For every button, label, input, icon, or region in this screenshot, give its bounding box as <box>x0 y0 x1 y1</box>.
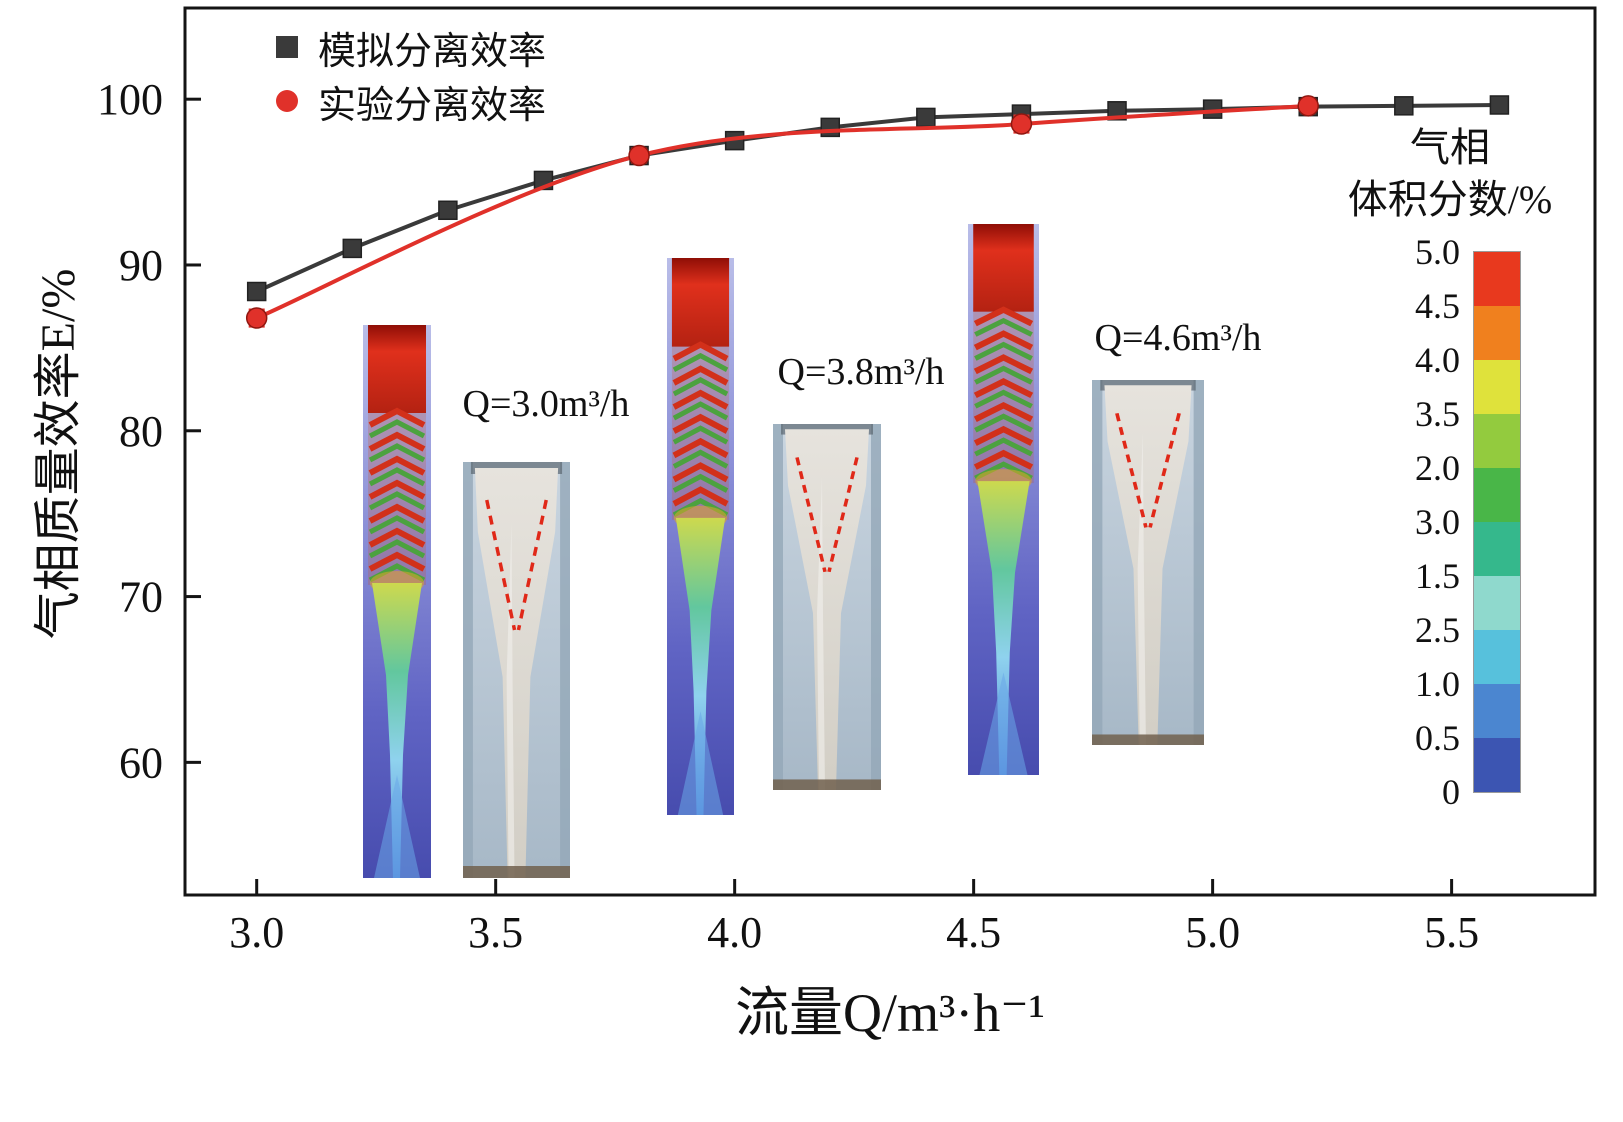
legend-label-experimental: 实验分离效率 <box>318 84 547 127</box>
legend-label-simulated: 模拟分离效率 <box>318 30 547 73</box>
x-tick-label: 5.5 <box>1424 908 1479 957</box>
circle-marker-icon <box>276 90 298 112</box>
colorbar-segment <box>1474 684 1520 738</box>
colorbar-tick-label: 0.5 <box>1415 718 1460 758</box>
cfd-simulation-inset-q4.6 <box>968 224 1039 775</box>
experimental-data-point <box>245 307 268 329</box>
colorbar-tick-label: 1.5 <box>1415 556 1460 596</box>
y-tick-label: 60 <box>119 738 163 787</box>
simulated-data-point <box>342 238 363 259</box>
x-tick-label: 3.0 <box>229 908 284 957</box>
legend-item-simulated: 模拟分离效率 <box>276 24 546 73</box>
y-axis-label: 气相质量效率E/% <box>32 268 85 640</box>
colorbar-tick-label: 4.5 <box>1415 286 1460 326</box>
colorbar-segment <box>1474 738 1520 792</box>
x-tick-label: 3.5 <box>468 908 523 957</box>
experimental-data-point <box>628 144 650 167</box>
x-axis-label: 流量Q/m³·h⁻¹ <box>735 983 1045 1043</box>
legend-item-experimental: 实验分离效率 <box>276 78 546 127</box>
x-tick-label: 4.0 <box>707 908 762 957</box>
colorbar-tick-label: 3.5 <box>1415 394 1460 434</box>
colorbar-title-line1: 气相 <box>1410 125 1490 170</box>
experimental-data-point <box>1010 113 1033 135</box>
plot-frame <box>183 6 1597 897</box>
simulated-data-point <box>916 107 936 128</box>
circle-series-line <box>255 103 1309 320</box>
simulated-data-point <box>1394 96 1414 116</box>
colorbar-title-line2: 体积分数/% <box>1347 177 1553 222</box>
simulated-data-point <box>246 281 267 302</box>
y-tick-label: 100 <box>97 75 163 124</box>
cfd-simulation-inset-q3.8 <box>667 258 734 815</box>
simulated-data-point <box>820 117 841 138</box>
experiment-photo-inset-q3.0 <box>463 462 570 878</box>
colorbar-tick-label: 2.0 <box>1415 448 1460 488</box>
x-tick-label: 4.5 <box>946 908 1001 957</box>
colorbar-tick-label: 5.0 <box>1415 232 1460 272</box>
flow-rate-annotation-1: Q=3.0m³/h <box>462 383 630 425</box>
colorbar-tick-label: 1.0 <box>1415 664 1460 704</box>
colorbar-tick-label: 2.5 <box>1415 610 1460 650</box>
colorbar-segment <box>1474 252 1520 306</box>
colorbar-title: 气相 体积分数/% <box>1295 122 1605 226</box>
flow-rate-annotation-3: Q=4.6m³/h <box>1094 317 1262 359</box>
colorbar-segment <box>1474 414 1520 468</box>
colorbar-tick-label: 0 <box>1442 772 1460 812</box>
colorbar-tick-label: 4.0 <box>1415 340 1460 380</box>
colorbar-tick-label: 3.0 <box>1415 502 1460 542</box>
legend: 模拟分离效率 实验分离效率 <box>276 24 546 127</box>
colorbar-segment <box>1474 360 1520 414</box>
colorbar-segment <box>1474 522 1520 576</box>
y-tick-label: 80 <box>119 407 163 456</box>
simulated-data-point <box>1489 95 1510 115</box>
x-tick-label: 5.0 <box>1185 908 1240 957</box>
colorbar-segment <box>1474 468 1520 522</box>
y-tick-label: 90 <box>119 241 163 290</box>
experiment-photo-inset-q3.8 <box>773 424 881 790</box>
colorbar <box>1473 251 1521 793</box>
colorbar-segment <box>1474 630 1520 684</box>
simulated-data-point <box>438 200 458 221</box>
experiment-photo-inset-q4.6 <box>1092 380 1204 745</box>
square-marker-icon <box>276 36 298 58</box>
simulated-data-point <box>1202 99 1223 119</box>
colorbar-segment <box>1474 576 1520 630</box>
colorbar-segment <box>1474 306 1520 360</box>
y-tick-label: 70 <box>119 573 163 622</box>
flow-rate-annotation-2: Q=3.8m³/h <box>777 351 945 393</box>
experimental-data-point <box>1297 95 1319 117</box>
